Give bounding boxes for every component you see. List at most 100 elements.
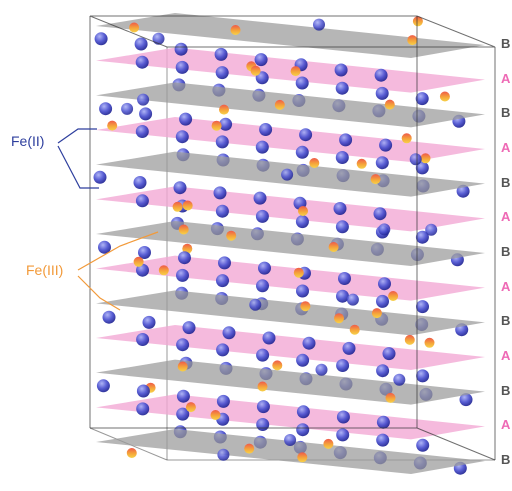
plane-b (96, 429, 485, 474)
fe2-atom (284, 434, 297, 446)
fe3-atom (407, 35, 418, 46)
fe2-atom (255, 71, 269, 85)
fe2-atom (133, 176, 147, 189)
unit-cell-front-edges (89, 15, 496, 461)
fe2-atom (459, 393, 473, 407)
fe3-atom (300, 301, 311, 312)
fe2-atom (139, 107, 153, 121)
fe2-atom (336, 410, 350, 424)
plane-label-b: B (501, 174, 511, 190)
fe2-atom (136, 402, 150, 416)
fe2-atom (255, 140, 269, 154)
fe2-atom (217, 448, 230, 461)
plane-label-b: B (501, 382, 511, 398)
plane-label-a: A (501, 348, 511, 363)
fe2-atom (136, 333, 150, 346)
fe3-atom (226, 230, 237, 241)
fe2-atom (382, 347, 396, 361)
fe2-atom (216, 274, 229, 288)
fe3-atom (401, 133, 412, 144)
layer-7 (96, 221, 485, 266)
fe2-atom (416, 438, 430, 452)
fe3-atom (370, 174, 381, 185)
fe3-atom (250, 65, 261, 76)
fe2-atom (174, 42, 188, 56)
callout-leaders (57, 128, 159, 311)
fe2-atom (255, 209, 269, 223)
fe3-atom (323, 438, 334, 449)
fe3-atom (371, 308, 382, 319)
fe2-atom (259, 123, 273, 136)
plane-b (96, 359, 485, 405)
plane-label-a: A (501, 209, 511, 225)
fe2-atom (176, 268, 189, 282)
fe2-leader-upper (57, 128, 97, 144)
fe2-atom (215, 135, 229, 149)
fe2-atom (416, 369, 430, 383)
fe2-atom (374, 68, 388, 82)
fe3-leader-lower (77, 275, 121, 311)
plane-label-b: B (501, 244, 511, 259)
fe2-atom (262, 331, 276, 345)
fe3-atom (177, 361, 188, 372)
fe2-atom (373, 207, 387, 221)
fe2-atom (222, 326, 236, 340)
plane-label-a: A (501, 140, 511, 155)
fe3-atom (129, 22, 140, 33)
fe3-atom (334, 313, 344, 324)
fe2-atom (176, 338, 190, 352)
fe2-atom (215, 66, 229, 80)
fe2-atom (142, 315, 156, 329)
fe2-atom (375, 156, 389, 170)
fe2-atom (335, 220, 349, 234)
fe3-atom (388, 291, 399, 301)
fe2-atom (176, 407, 190, 421)
fe3-atom (274, 99, 285, 110)
layer-5 (96, 151, 485, 197)
fe2-atom (376, 415, 390, 429)
fe2-atom (98, 240, 111, 254)
fe2-atom (216, 394, 230, 408)
fe2-atom (416, 300, 429, 314)
plane-label-a: A (501, 417, 511, 433)
plane-a (96, 47, 485, 93)
fe2-atom (219, 117, 233, 131)
fe3-atom (424, 337, 435, 348)
fe2-atom (256, 400, 270, 414)
plane-b (96, 290, 485, 336)
fe2-atom (137, 93, 150, 106)
fe2-atom (94, 32, 108, 46)
fe3-atom (230, 25, 241, 35)
fe2-atom (182, 321, 196, 335)
fe3-atom (298, 206, 308, 216)
fe3-atom (384, 99, 395, 110)
fe2-atom (296, 405, 310, 419)
fe2-atom (102, 310, 116, 324)
fe3-atom (309, 158, 320, 168)
fe2-atom (152, 32, 165, 45)
fe3-atom (356, 158, 367, 169)
fe2-atom (415, 230, 429, 244)
fe2-atom (393, 373, 406, 386)
fe2-atom (415, 92, 429, 106)
fe2-atom (333, 202, 347, 215)
fe2-atom (376, 294, 389, 308)
plane-label-b: B (501, 36, 511, 51)
fe3-atom (182, 200, 193, 211)
fe3-atom (404, 334, 415, 345)
fe3-atom (211, 120, 222, 131)
fe3-atom (107, 120, 118, 131)
fe2-atom (256, 348, 270, 362)
atomic-layers (93, 13, 485, 475)
fe2-atom (135, 55, 149, 69)
fe2-atom (302, 336, 316, 350)
fe2-atom (299, 128, 313, 142)
fe2-atom (281, 168, 294, 181)
fe2-atom (213, 186, 227, 200)
fe2-atom (256, 279, 269, 293)
layer-13 (96, 429, 485, 474)
plane-label-b: B (501, 452, 511, 467)
fe2-atom (258, 261, 271, 275)
fe3-atom (244, 443, 255, 454)
fe2-atom (295, 145, 309, 159)
